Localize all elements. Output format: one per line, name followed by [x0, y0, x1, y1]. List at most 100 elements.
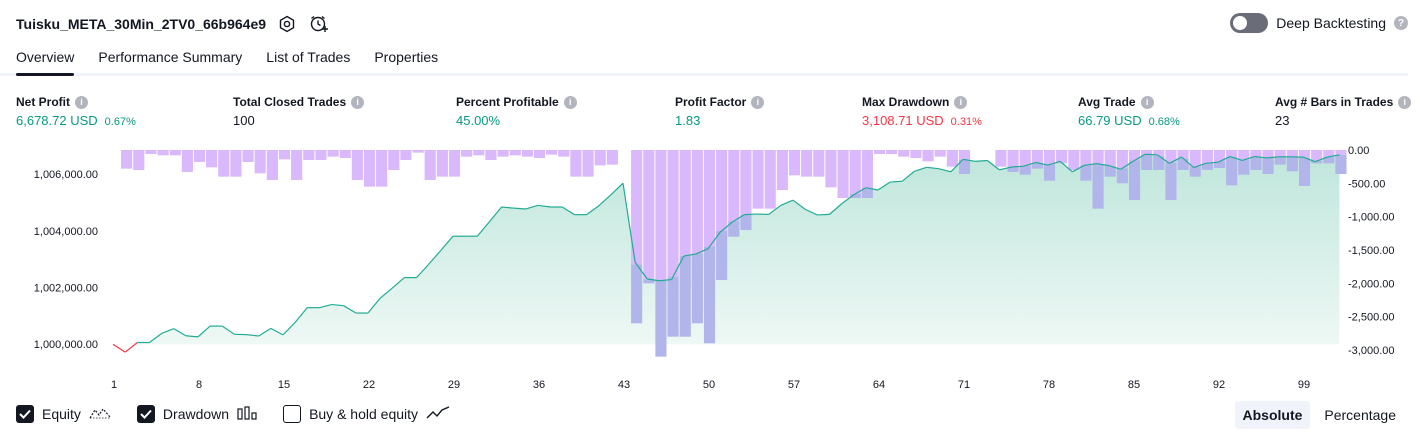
drawdown-bar: [424, 150, 436, 180]
drawdown-bar: [1153, 155, 1165, 170]
equity-tick-label: 1,000,000.00: [34, 339, 98, 351]
info-icon[interactable]: i: [751, 95, 765, 109]
drawdown-bar: [1153, 150, 1165, 156]
info-icon[interactable]: i: [563, 95, 577, 109]
equity-line-segment: [962, 158, 976, 162]
info-icon[interactable]: i: [1398, 95, 1412, 109]
equity-line-segment: [112, 343, 126, 353]
equity-line-segment: [877, 181, 891, 191]
drawdown-bar: [910, 150, 922, 158]
info-icon[interactable]: i: [1140, 95, 1154, 109]
drawdown-bar: [594, 150, 606, 166]
drawdown-bar: [1019, 165, 1031, 175]
drawdown-tick-label: -1,500.00: [1348, 245, 1394, 257]
drawdown-bar: [376, 150, 388, 187]
equity-line-segment: [1181, 156, 1195, 169]
equity-line-segment: [817, 213, 830, 216]
settings-gear-icon[interactable]: [276, 13, 298, 35]
equity-drawdown-chart[interactable]: 1,000,000.00 1,002,000.00 1,004,000.00 1,00…: [0, 140, 1424, 398]
equity-line-segment: [270, 327, 284, 336]
drawdown-bar: [946, 150, 958, 167]
equity-line-icon: [89, 406, 111, 423]
info-icon[interactable]: i: [75, 95, 88, 109]
drawdown-bar: [1056, 150, 1068, 163]
equity-line-segment: [221, 325, 235, 335]
equity-line-segment: [1217, 155, 1231, 163]
help-icon[interactable]: ?: [1394, 16, 1408, 30]
drawdown-bars-icon: [237, 405, 257, 423]
equity-line-segment: [938, 168, 952, 173]
drawdown-bar: [1007, 150, 1019, 167]
trade-tick-label: 99: [1298, 379, 1310, 391]
drawdown-bar: [1262, 157, 1274, 174]
equity-tick-label: 1,004,000.00: [34, 226, 98, 238]
drawdown-bar: [1286, 156, 1298, 172]
drawdown-bar: [1019, 150, 1031, 166]
drawdown-tick-label: -3,000.00: [1348, 345, 1394, 357]
equity-line-segment: [890, 180, 903, 183]
equity-line-segment: [914, 166, 927, 172]
equity-line-segment: [1327, 154, 1340, 158]
equity-line-segment: [537, 204, 551, 208]
metric-value: 1.83: [675, 113, 701, 128]
drawdown-bar: [958, 150, 971, 160]
metric-profit-factor: Profit Factor i 1.83: [675, 94, 765, 130]
add-alert-clock-icon[interactable]: [308, 13, 330, 35]
equity-line-segment: [416, 263, 430, 279]
percentage-button[interactable]: Percentage: [1324, 407, 1396, 423]
drawdown-bar: [1274, 156, 1286, 165]
equity-line-segment: [1205, 161, 1219, 164]
drawdown-tick-label: -2,500.00: [1348, 312, 1394, 324]
trade-number-axis: 1 8 15 22 29 36 43 50 57 64 71 78 85 92 99: [111, 379, 1310, 391]
legend-drawdown[interactable]: Drawdown: [136, 405, 257, 423]
drawdown-checkbox[interactable]: [136, 405, 155, 423]
legend-buy-hold-equity[interactable]: Buy & hold equity: [283, 405, 450, 423]
tab-performance-summary[interactable]: Performance Summary: [98, 49, 243, 65]
tab-list-of-trades[interactable]: List of Trades: [266, 49, 351, 65]
drawdown-bar: [121, 150, 133, 169]
drawdown-tick-label: -2,000.00: [1348, 278, 1394, 290]
trade-tick-label: 8: [196, 379, 202, 391]
equity-checkbox[interactable]: [16, 405, 34, 423]
tab-overview[interactable]: Overview: [16, 46, 75, 76]
info-icon[interactable]: i: [351, 95, 365, 109]
drawdown-bar: [1104, 150, 1116, 167]
drawdown-bar: [1298, 150, 1311, 158]
legend-equity[interactable]: Equity: [16, 405, 111, 423]
drawdown-bar: [1201, 150, 1213, 164]
deep-backtesting-toggle[interactable]: [1230, 13, 1269, 33]
drawdown-bar: [898, 150, 910, 157]
drawdown-bar: [339, 150, 351, 158]
metric-value: 23: [1275, 113, 1290, 128]
tab-properties[interactable]: Properties: [374, 49, 439, 65]
info-icon[interactable]: i: [954, 95, 968, 109]
equity-line-segment: [950, 158, 964, 173]
deep-backtesting-label: Deep Backtesting: [1276, 15, 1386, 31]
drawdown-bar: [546, 150, 558, 155]
drawdown-bar: [752, 150, 764, 209]
drawdown-bar: [145, 150, 157, 154]
drawdown-bar: [570, 150, 582, 177]
metric-avg-trade: Avg Trade i 66.79 USD 0.68%: [1078, 94, 1180, 130]
drawdown-bar: [1323, 150, 1335, 157]
drawdown-bar: [788, 150, 801, 176]
trade-tick-label: 22: [363, 379, 375, 391]
equity-line-segment: [975, 159, 988, 162]
buy-hold-checkbox[interactable]: [283, 405, 302, 423]
metric-value: 45.00%: [456, 113, 501, 128]
drawdown-bar: [679, 150, 691, 256]
equity-line-segment: [331, 303, 344, 307]
equity-line-segment: [610, 182, 624, 196]
absolute-button[interactable]: Absolute: [1234, 401, 1311, 429]
equity-line-segment: [1108, 165, 1122, 170]
drawdown-bar: [813, 150, 825, 177]
drawdown-tick-label: -1,000.00: [1348, 212, 1394, 224]
drawdown-bar: [181, 150, 193, 172]
metric-percent: 0.31%: [950, 116, 982, 128]
equity-line-segment: [1254, 155, 1267, 159]
equity-line-segment: [391, 277, 405, 289]
equity-line-segment: [622, 183, 636, 263]
equity-line-segment: [440, 235, 454, 251]
metric-value: 6,678.72 USD: [16, 113, 98, 128]
trade-tick-label: 29: [448, 379, 460, 391]
